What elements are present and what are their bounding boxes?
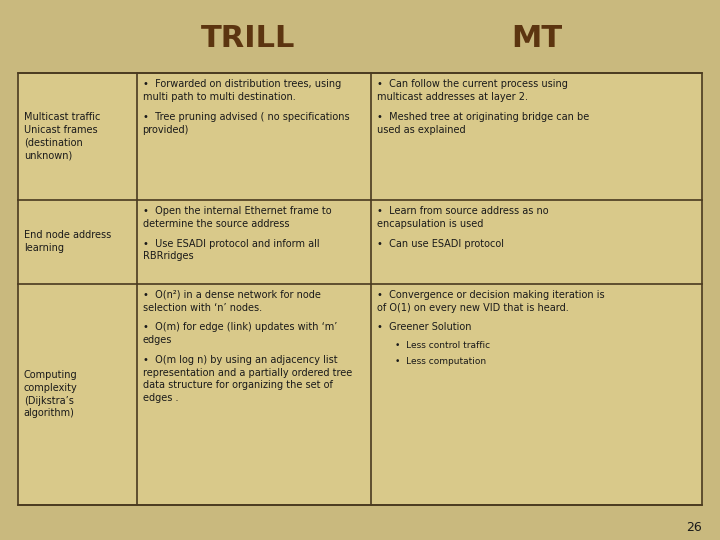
- Text: •  Greener Solution: • Greener Solution: [377, 322, 471, 333]
- Text: •  Can follow the current process using
multicast addresses at layer 2.: • Can follow the current process using m…: [377, 79, 567, 102]
- Text: •  Forwarded on distribution trees, using
multi path to multi destination.: • Forwarded on distribution trees, using…: [143, 79, 341, 102]
- Text: •  Less control traffic: • Less control traffic: [395, 341, 490, 350]
- Text: •  Learn from source address as no
encapsulation is used: • Learn from source address as no encaps…: [377, 206, 548, 229]
- Text: •  O(n²) in a dense network for node
selection with ‘n’ nodes.: • O(n²) in a dense network for node sele…: [143, 290, 320, 313]
- Bar: [18, 73, 702, 505]
- Text: Computing
complexity
(Dijkstra’s
algorithm): Computing complexity (Dijkstra’s algorit…: [24, 370, 78, 418]
- Text: •  Convergence or decision making iteration is
of O(1) on every new VID that is : • Convergence or decision making iterati…: [377, 290, 604, 313]
- Text: •  Meshed tree at originating bridge can be
used as explained: • Meshed tree at originating bridge can …: [377, 112, 589, 134]
- Text: •  Open the internal Ethernet frame to
determine the source address: • Open the internal Ethernet frame to de…: [143, 206, 331, 229]
- Bar: [18, 284, 702, 505]
- Bar: [18, 200, 702, 284]
- Text: Multicast traffic
Unicast frames
(destination
unknown): Multicast traffic Unicast frames (destin…: [24, 112, 100, 160]
- Bar: [18, 73, 702, 200]
- Text: 26: 26: [686, 521, 702, 534]
- Text: TRILL: TRILL: [201, 24, 296, 53]
- Text: End node address
learning: End node address learning: [24, 230, 111, 253]
- Text: •  O(m log n) by using an adjacency list
representation and a partially ordered : • O(m log n) by using an adjacency list …: [143, 355, 352, 403]
- Text: MT: MT: [510, 24, 562, 53]
- Text: •  Use ESADI protocol and inform all
RBRridges: • Use ESADI protocol and inform all RBRr…: [143, 239, 319, 261]
- Text: •  Less computation: • Less computation: [395, 357, 486, 367]
- Text: •  O(m) for edge (link) updates with ‘m’
edges: • O(m) for edge (link) updates with ‘m’ …: [143, 322, 337, 345]
- Text: •  Can use ESADI protocol: • Can use ESADI protocol: [377, 239, 503, 249]
- Text: •  Tree pruning advised ( no specifications
provided): • Tree pruning advised ( no specificatio…: [143, 112, 349, 134]
